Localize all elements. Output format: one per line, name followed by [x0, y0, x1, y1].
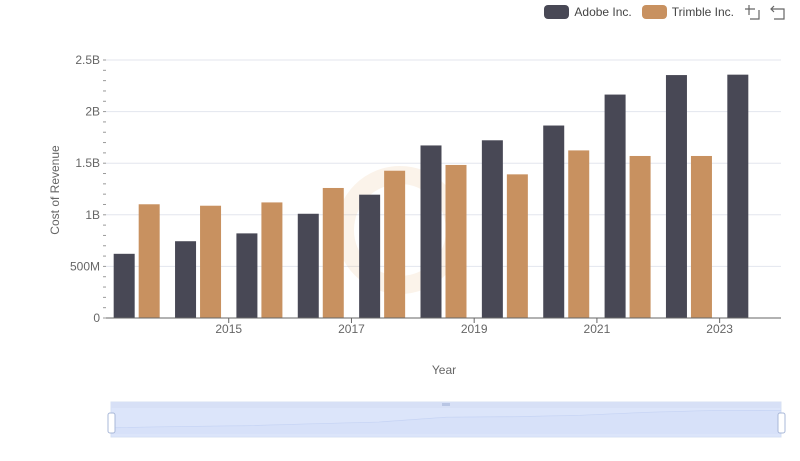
bar-trimble-2017[interactable]: [322, 187, 344, 318]
bar-adobe-2024[interactable]: [727, 74, 749, 318]
data-zoom-slider[interactable]: [107, 401, 786, 438]
bar-adobe-2018[interactable]: [359, 194, 381, 318]
bar-trimble-2022[interactable]: [629, 155, 651, 318]
data-zoom-selection[interactable]: [111, 408, 781, 437]
data-zoom-grip[interactable]: [442, 403, 450, 406]
bar-adobe-2022[interactable]: [604, 94, 626, 319]
bar-adobe-2021[interactable]: [543, 125, 565, 318]
bar-adobe-2017[interactable]: [297, 213, 319, 318]
legend-swatch-trimble: [641, 5, 667, 19]
y-tick-label: 1B: [85, 208, 100, 222]
x-tick-label: 2023: [706, 322, 733, 336]
bar-trimble-2019[interactable]: [445, 164, 467, 318]
x-tick-label: 2017: [338, 322, 365, 336]
y-tick-label: 0: [93, 311, 100, 325]
bar-adobe-2014[interactable]: [113, 253, 135, 318]
bar-adobe-2015[interactable]: [175, 241, 197, 318]
zoom-icon[interactable]: [744, 4, 760, 20]
restore-icon[interactable]: [770, 4, 786, 20]
legend: Adobe Inc. Trimble Inc.: [544, 4, 786, 20]
legend-swatch-adobe: [544, 5, 570, 19]
y-axis-title: Cost of Revenue: [48, 145, 62, 235]
legend-label-adobe: Adobe Inc.: [574, 5, 632, 19]
y-tick-label: 2.5B: [75, 53, 100, 67]
bar-adobe-2020[interactable]: [481, 140, 503, 318]
bar-trimble-2015[interactable]: [200, 205, 222, 318]
bar-trimble-2018[interactable]: [384, 170, 406, 318]
bars: [113, 74, 749, 319]
x-tick-label: 2015: [215, 322, 242, 336]
y-axis: 0 500M 1B 1.5B 2B 2.5B: [70, 53, 106, 325]
y-tick-label: 2B: [85, 105, 100, 119]
bar-adobe-2016[interactable]: [236, 233, 258, 318]
y-tick-label: 1.5B: [75, 156, 100, 170]
y-tick-label: 500M: [70, 259, 100, 273]
legend-item-adobe[interactable]: Adobe Inc.: [544, 5, 632, 19]
legend-label-trimble: Trimble Inc.: [671, 5, 734, 19]
data-zoom-right-handle[interactable]: [777, 412, 786, 434]
bar-adobe-2023[interactable]: [665, 75, 687, 318]
x-axis: 2015 2017 2019 2021 2023: [106, 317, 781, 336]
bar-adobe-2019[interactable]: [420, 145, 442, 318]
bar-trimble-2021[interactable]: [568, 150, 590, 318]
x-axis-title: Year: [432, 363, 456, 377]
bar-trimble-2016[interactable]: [261, 202, 283, 318]
x-tick-label: 2021: [584, 322, 611, 336]
bar-trimble-2020[interactable]: [506, 174, 528, 318]
bar-trimble-2023[interactable]: [690, 155, 712, 318]
legend-item-trimble[interactable]: Trimble Inc.: [641, 5, 734, 19]
x-tick-label: 2019: [461, 322, 488, 336]
bar-trimble-2014[interactable]: [138, 204, 160, 318]
data-zoom-left-handle[interactable]: [107, 412, 116, 434]
